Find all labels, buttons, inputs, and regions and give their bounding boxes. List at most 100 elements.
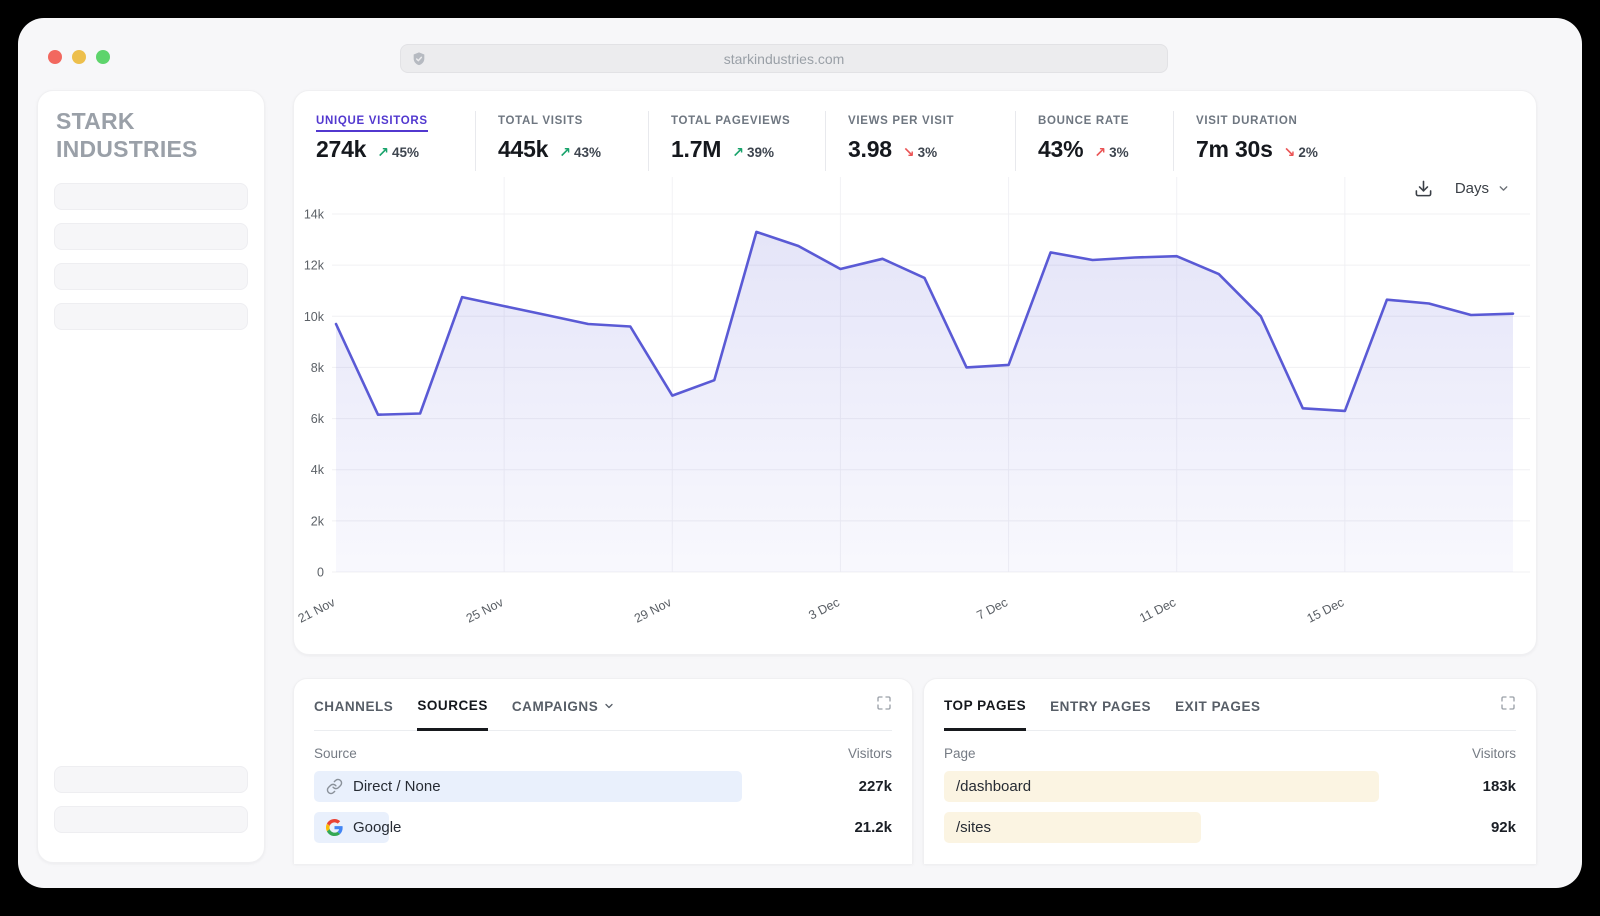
tab-entry-pages[interactable]: ENTRY PAGES bbox=[1050, 698, 1152, 714]
chevron-down-icon bbox=[603, 700, 615, 712]
stat-total-visits[interactable]: TOTAL VISITS 445k ↗ 43% bbox=[475, 111, 648, 171]
trend-up-icon: ↗ bbox=[559, 144, 571, 160]
svg-text:14k: 14k bbox=[304, 208, 325, 222]
table-row[interactable]: Google 21.2k bbox=[314, 812, 892, 843]
svg-text:8k: 8k bbox=[311, 361, 325, 375]
stat-bounce-rate[interactable]: BOUNCE RATE 43% ↗ 3% bbox=[1015, 111, 1173, 171]
stat-value: 43% bbox=[1038, 136, 1084, 162]
stat-views-per-visit[interactable]: VIEWS PER VISIT 3.98 ↘ 3% bbox=[825, 111, 1015, 171]
trend-down-icon: ↘ bbox=[902, 144, 915, 160]
column-header: Visitors bbox=[1471, 746, 1516, 761]
table-row[interactable]: /sites 92k bbox=[944, 812, 1516, 843]
row-label-text: /dashboard bbox=[956, 778, 1032, 795]
trend-up-icon: ↗ bbox=[732, 144, 744, 160]
stat-label: VISIT DURATION bbox=[1196, 115, 1298, 127]
row-bar bbox=[314, 771, 742, 802]
svg-text:10k: 10k bbox=[304, 310, 325, 324]
sidebar-nav-placeholders bbox=[54, 183, 248, 343]
tab-exit-pages[interactable]: EXIT PAGES bbox=[1175, 698, 1261, 714]
sidebar-placeholder-item bbox=[54, 303, 248, 331]
url-bar[interactable]: starkindustries.com bbox=[400, 44, 1168, 73]
row-label: /dashboard bbox=[944, 778, 1031, 795]
row-value: 183k bbox=[1482, 778, 1516, 795]
row-bar bbox=[944, 812, 1202, 843]
tab-channels[interactable]: CHANNELS bbox=[314, 698, 394, 714]
chevron-down-icon[interactable] bbox=[1497, 182, 1510, 195]
stat-delta: ↗ 45% bbox=[377, 144, 420, 160]
table-header: Page Visitors bbox=[944, 731, 1516, 771]
row-label: Google bbox=[314, 819, 401, 836]
tab-top-pages[interactable]: TOP PAGES bbox=[944, 698, 1027, 731]
svg-text:2k: 2k bbox=[311, 514, 325, 528]
url-text: starkindustries.com bbox=[723, 50, 845, 67]
row-label-text: Direct / None bbox=[353, 778, 441, 795]
table-row[interactable]: /dashboard 183k bbox=[944, 771, 1516, 802]
column-header: Visitors bbox=[847, 746, 892, 761]
table-header: Source Visitors bbox=[314, 731, 892, 771]
browser-titlebar: starkindustries.com bbox=[18, 18, 1582, 90]
row-value: 21.2k bbox=[854, 819, 892, 836]
svg-text:12k: 12k bbox=[304, 259, 325, 273]
trend-down-icon: ↘ bbox=[1283, 144, 1296, 160]
trend-up-icon: ↗ bbox=[1094, 144, 1107, 160]
table-row[interactable]: Direct / None 227k bbox=[314, 771, 892, 802]
brand-title: STARK INDUSTRIES bbox=[56, 108, 198, 163]
svg-text:6k: 6k bbox=[311, 412, 325, 426]
stat-delta: ↘ 3% bbox=[902, 144, 938, 160]
svg-text:7 Dec: 7 Dec bbox=[974, 595, 1009, 622]
sidebar-footer-placeholders bbox=[54, 766, 248, 846]
zoom-button[interactable] bbox=[96, 50, 110, 64]
stat-value: 1.7M bbox=[671, 136, 722, 162]
sidebar-placeholder-item bbox=[54, 263, 248, 291]
expand-icon[interactable] bbox=[1500, 695, 1516, 711]
row-label-text: /sites bbox=[956, 819, 992, 836]
svg-text:0: 0 bbox=[317, 566, 324, 580]
sidebar-placeholder-item bbox=[54, 766, 248, 793]
sidebar-placeholder-item bbox=[54, 806, 248, 833]
tab-campaigns[interactable]: CAMPAIGNS bbox=[512, 699, 615, 729]
sidebar-placeholder-item bbox=[54, 183, 248, 211]
stat-total-pageviews[interactable]: TOTAL PAGEVIEWS 1.7M ↗ 39% bbox=[648, 111, 825, 171]
browser-window: starkindustries.com STARK INDUSTRIES UNI… bbox=[18, 18, 1582, 888]
row-value: 227k bbox=[858, 778, 892, 795]
tab-sources[interactable]: SOURCES bbox=[417, 698, 488, 731]
visitors-area-chart[interactable]: 0 2k 4k 6k 8k 10k 12k 14k 21 Nov 25 Nov 29 Nov 3 De… bbox=[294, 171, 1538, 656]
interval-dropdown[interactable]: Days bbox=[1454, 180, 1489, 197]
stat-delta: ↘ 2% bbox=[1283, 144, 1318, 160]
stat-value: 3.98 bbox=[848, 136, 892, 162]
interval-control: Days bbox=[1414, 179, 1510, 198]
stat-value: 445k bbox=[498, 136, 549, 162]
stat-visit-duration[interactable]: VISIT DURATION 7m 30s ↘ 2% bbox=[1173, 111, 1393, 171]
svg-text:11 Dec: 11 Dec bbox=[1137, 595, 1178, 625]
sidebar-placeholder-item bbox=[54, 223, 248, 251]
window-controls bbox=[48, 50, 110, 64]
panel-tabs: CHANNELS SOURCES CAMPAIGNS bbox=[314, 679, 892, 731]
stat-label: TOTAL VISITS bbox=[498, 115, 583, 127]
row-label-text: Google bbox=[353, 819, 402, 836]
sources-panel: CHANNELS SOURCES CAMPAIGNS Source Visitors Di… bbox=[293, 678, 913, 864]
sidebar: STARK INDUSTRIES bbox=[37, 90, 265, 863]
svg-text:15 Dec: 15 Dec bbox=[1305, 595, 1347, 625]
expand-icon[interactable] bbox=[876, 695, 892, 711]
stat-label: UNIQUE VISITORS bbox=[316, 115, 428, 132]
svg-text:29 Nov: 29 Nov bbox=[632, 595, 674, 626]
stat-value: 274k bbox=[316, 136, 367, 162]
panel-tabs: TOP PAGES ENTRY PAGES EXIT PAGES bbox=[944, 679, 1516, 731]
stats-row: UNIQUE VISITORS 274k ↗ 45% TOTAL VISITS 445k ↗… bbox=[294, 91, 1536, 171]
svg-text:25 Nov: 25 Nov bbox=[464, 595, 506, 626]
svg-text:3 Dec: 3 Dec bbox=[806, 595, 841, 622]
pages-panel: TOP PAGES ENTRY PAGES EXIT PAGES Page Visito… bbox=[923, 678, 1537, 864]
stat-delta: ↗ 43% bbox=[559, 144, 602, 160]
column-header: Page bbox=[944, 746, 976, 761]
close-button[interactable] bbox=[48, 50, 62, 64]
stat-value: 7m 30s bbox=[1196, 136, 1273, 162]
stat-delta: ↗ 39% bbox=[732, 144, 774, 160]
download-icon[interactable] bbox=[1414, 179, 1433, 198]
column-header: Source bbox=[314, 746, 357, 761]
row-bar bbox=[944, 771, 1379, 802]
stat-label: BOUNCE RATE bbox=[1038, 115, 1130, 127]
minimize-button[interactable] bbox=[72, 50, 86, 64]
stat-unique-visitors[interactable]: UNIQUE VISITORS 274k ↗ 45% bbox=[316, 111, 475, 171]
svg-text:21 Nov: 21 Nov bbox=[296, 595, 338, 626]
link-icon bbox=[326, 778, 343, 795]
